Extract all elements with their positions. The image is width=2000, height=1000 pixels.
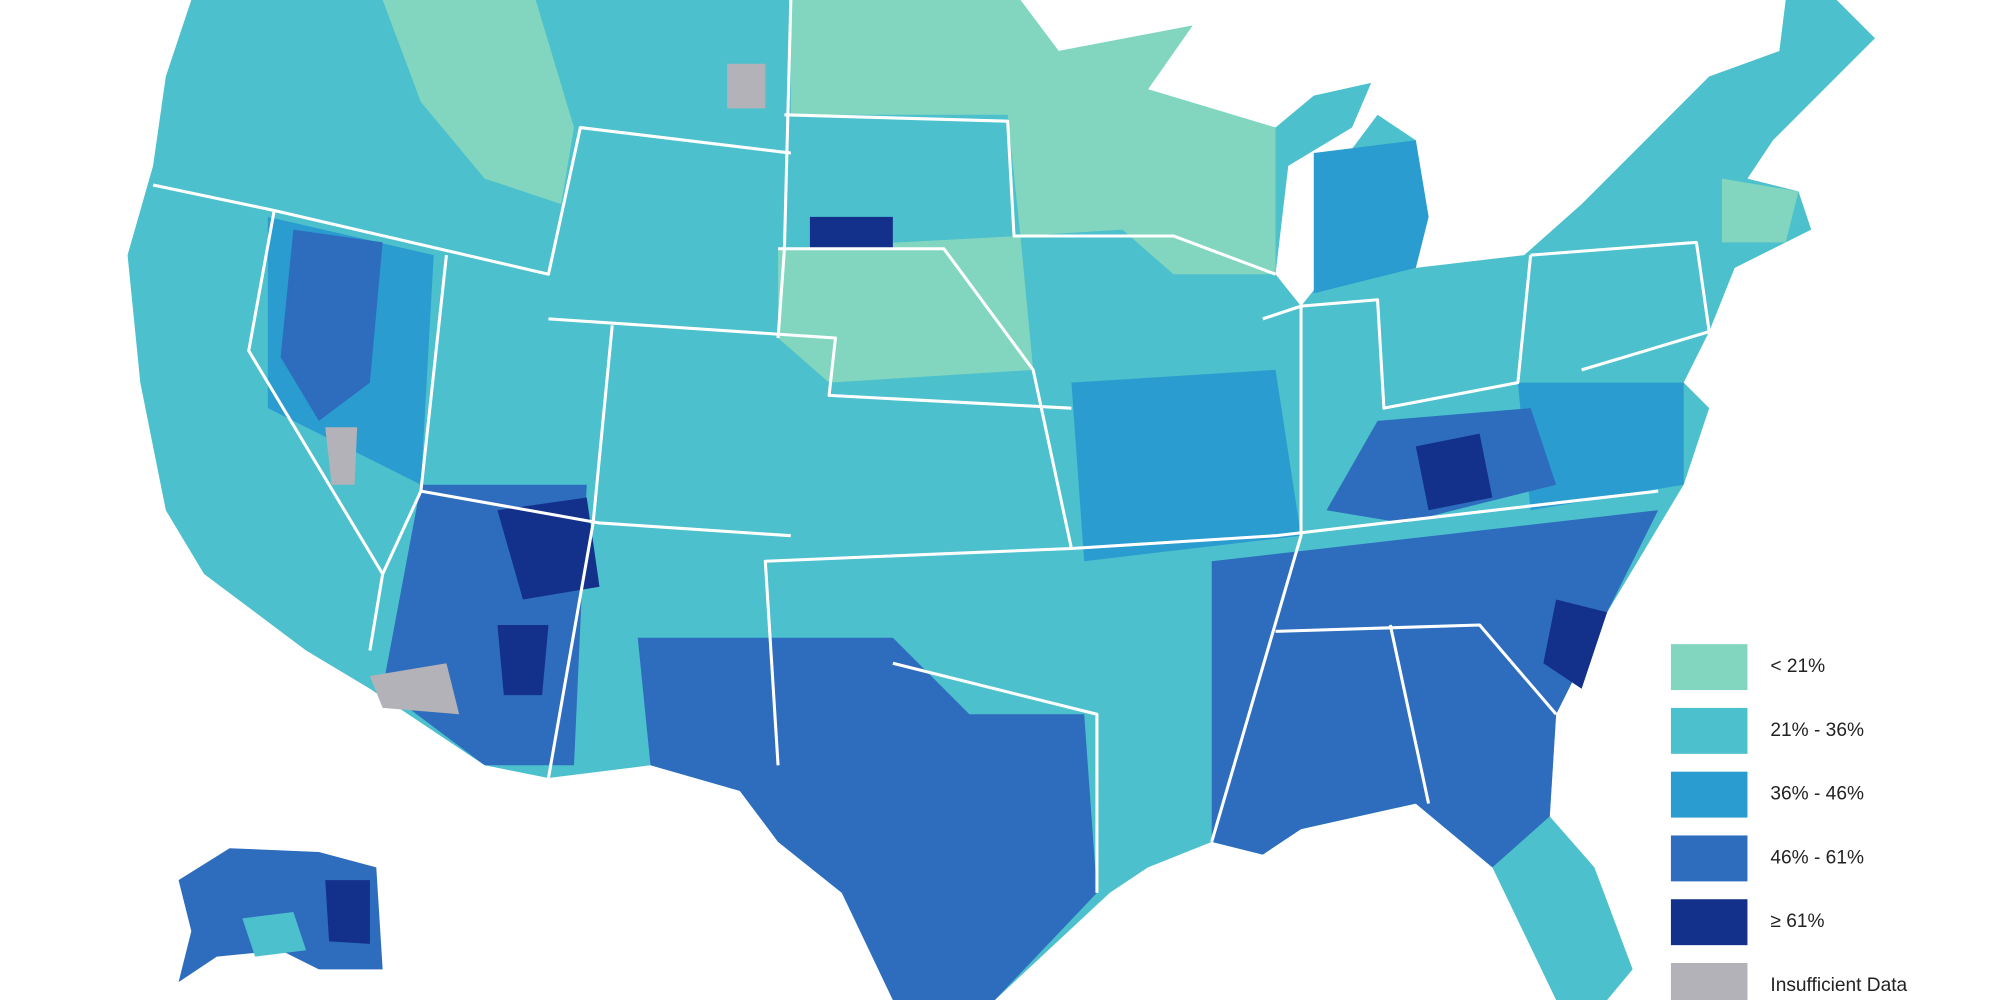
light-region — [790, 0, 1276, 275]
state-border — [546, 325, 614, 779]
legend-swatch — [1670, 644, 1748, 691]
no-data-region — [325, 427, 358, 485]
state-border — [1388, 624, 1431, 804]
legend-label: 21% - 36% — [1770, 720, 1864, 741]
state-border — [784, 113, 1277, 276]
light-region — [382, 0, 574, 205]
mid-region — [1313, 140, 1429, 294]
legend: < 21% 21% - 36% 36% - 46% 46% - 61% ≥ 61% Ins… — [1658, 635, 2000, 1000]
state-border — [1300, 254, 1533, 410]
region-patches — [267, 0, 1799, 1000]
mid-region — [242, 911, 307, 957]
very-high-region — [497, 625, 549, 696]
state-border — [763, 247, 1073, 766]
state-border — [273, 126, 792, 276]
legend-swatch — [1670, 771, 1748, 818]
state-border — [152, 183, 385, 651]
legend-swatch — [1670, 899, 1748, 946]
legend-label: ≥ 61% — [1770, 911, 1824, 932]
mid-region — [1517, 382, 1684, 511]
legend-label: 46% - 61% — [1770, 847, 1864, 868]
very-high-region — [325, 880, 370, 944]
high-region — [1211, 510, 1659, 868]
legend-swatch — [1670, 963, 1748, 1000]
state-border — [1530, 240, 1711, 372]
light-region — [778, 235, 1034, 383]
very-high-region — [809, 216, 893, 249]
state-border — [381, 254, 448, 575]
state-border — [1071, 489, 1659, 550]
very-high-region — [497, 497, 600, 600]
legend-swatch — [1670, 835, 1748, 882]
no-data-region — [369, 663, 460, 715]
high-region — [280, 229, 383, 421]
light-region — [1721, 178, 1799, 243]
legend-swatch — [1670, 707, 1748, 754]
state-border — [420, 489, 791, 538]
legend-label: Insufficient Data — [1770, 975, 1907, 996]
very-high-region — [1543, 599, 1608, 689]
very-high-region — [1415, 433, 1493, 511]
alaska — [178, 848, 383, 983]
state-borders — [152, 0, 1711, 893]
state-border — [1210, 304, 1303, 843]
state-border — [548, 317, 1072, 410]
contiguous-us — [127, 0, 1875, 1000]
state-border — [1275, 623, 1558, 716]
legend-label: 36% - 46% — [1770, 784, 1864, 805]
state-border — [892, 661, 1099, 893]
high-region — [637, 637, 1097, 1000]
mid-region — [1071, 369, 1302, 562]
legend-label: < 21% — [1770, 656, 1825, 677]
no-data-region — [727, 63, 766, 109]
